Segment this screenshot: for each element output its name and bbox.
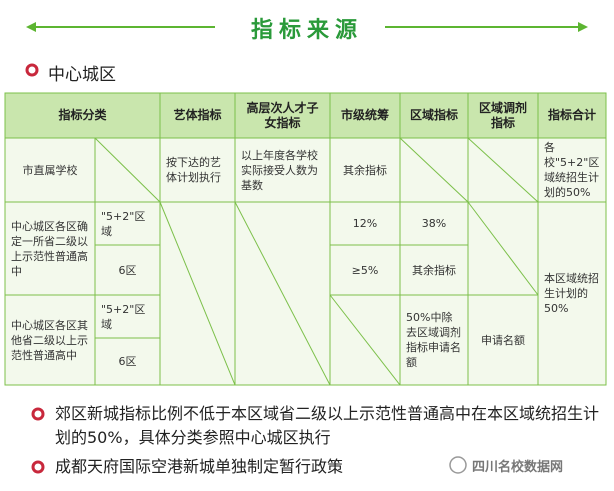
left-arrow [26, 22, 36, 32]
cell-text: 市级统筹 [340, 108, 389, 122]
table-cell: 6区 [95, 338, 160, 385]
table-cell: 申请名额 [468, 295, 538, 385]
table-cell: 6区 [95, 245, 160, 295]
cell-border [537, 201, 607, 386]
cell-text: 各校"5+2"区域统招生计划的50% [544, 141, 600, 199]
table-cell: 中心城区各区其他省二级以上示范性普通高中 [5, 295, 95, 385]
table-cell: 按下达的艺体计划执行 [160, 138, 235, 202]
cell-text: 申请名额 [481, 333, 525, 347]
watermark: 四川名校数据网 [472, 460, 564, 475]
diagonal [399, 137, 469, 203]
section-title: 中心城区 [48, 65, 116, 85]
header-cell: 高层次人才子女指标 [235, 93, 330, 138]
diagonal [467, 137, 539, 203]
watermark-icon [449, 456, 467, 474]
header-cell: 艺体指标 [160, 93, 235, 138]
diagonal [467, 201, 539, 296]
table-cell: 50%中除去区域调剂指标申请名额 [400, 295, 468, 385]
header-cell: 市级统筹 [330, 93, 400, 138]
cell-text: 38% [421, 217, 447, 230]
cell-text: 指标合计 [547, 108, 596, 122]
title: 指标来源 [250, 18, 363, 43]
note: 成都天府国际空港新城单独制定暂行政策 [55, 457, 344, 476]
cell-text: 指标分类 [58, 108, 107, 122]
header-cell: 区域调剂指标 [468, 93, 538, 138]
table-cell: 市直属学校 [5, 138, 95, 202]
cell-text: 中心城区各区其他省二级以上示范性普通高中 [11, 318, 88, 362]
table-cell: ≥5% [330, 245, 400, 295]
cell-text: 50%中除去区域调剂指标申请名额 [406, 311, 461, 369]
table-body [4, 137, 607, 386]
bullet [25, 63, 39, 77]
cell-text: 以上年度各学校实际接受人数为基数 [241, 148, 318, 192]
bullet [31, 460, 45, 474]
right-arrow [578, 22, 588, 32]
cell-text: ≥5% [351, 263, 379, 277]
diagonal [234, 201, 331, 386]
table-cell: 中心城区各区确定一所省二级以上示范性普通高中 [5, 202, 95, 295]
cell-text: 按下达的艺体计划执行 [166, 156, 221, 184]
cell-text: 市直属学校 [22, 163, 78, 177]
cell-text: 区域指标 [409, 108, 458, 122]
header-cell: 区域指标 [400, 93, 468, 138]
table-cell: 其余指标 [330, 138, 400, 202]
cell-text: "5+2"区域 [101, 302, 146, 331]
table-cell: 38% [400, 202, 468, 245]
cell-text: 艺体指标 [173, 108, 222, 122]
cell-text: 本区域统招生计划的50% [544, 272, 599, 315]
cell-text: 其余指标 [343, 163, 387, 177]
diagonal [94, 137, 161, 203]
table-cell: "5+2"区域 [95, 202, 160, 245]
bullet [31, 407, 45, 421]
cell-text: 12% [352, 217, 378, 230]
table-cell: 12% [330, 202, 400, 245]
cell-text: 其余指标 [412, 263, 456, 277]
table-cell: 本区域统招生计划的50% [538, 202, 606, 385]
cell-text: 中心城区各区确定一所省二级以上示范性普通高中 [11, 219, 88, 278]
cell-text: 区域调剂指标 [478, 100, 527, 130]
diagonal [159, 201, 236, 386]
cell-border [467, 294, 539, 386]
table-cell: "5+2"区域 [95, 295, 160, 338]
table-cell: 其余指标 [400, 245, 468, 295]
table-cell: 以上年度各学校实际接受人数为基数 [235, 138, 330, 202]
cell-border [94, 337, 161, 386]
header-cell: 指标合计 [538, 93, 606, 138]
diagonal [329, 294, 401, 386]
cell-text: 高层次人才子女指标 [246, 100, 319, 130]
cell-text: 6区 [118, 355, 137, 368]
header-cell: 指标分类 [5, 93, 160, 138]
table-cell: 各校"5+2"区域统招生计划的50% [538, 138, 606, 202]
cell-text: 6区 [118, 263, 137, 277]
note: 郊区新城指标比例不低于本区域省二级以上示范性普通高中在本区域统招生计划的50%，… [55, 404, 600, 447]
cell-text: "5+2"区域 [101, 209, 146, 238]
